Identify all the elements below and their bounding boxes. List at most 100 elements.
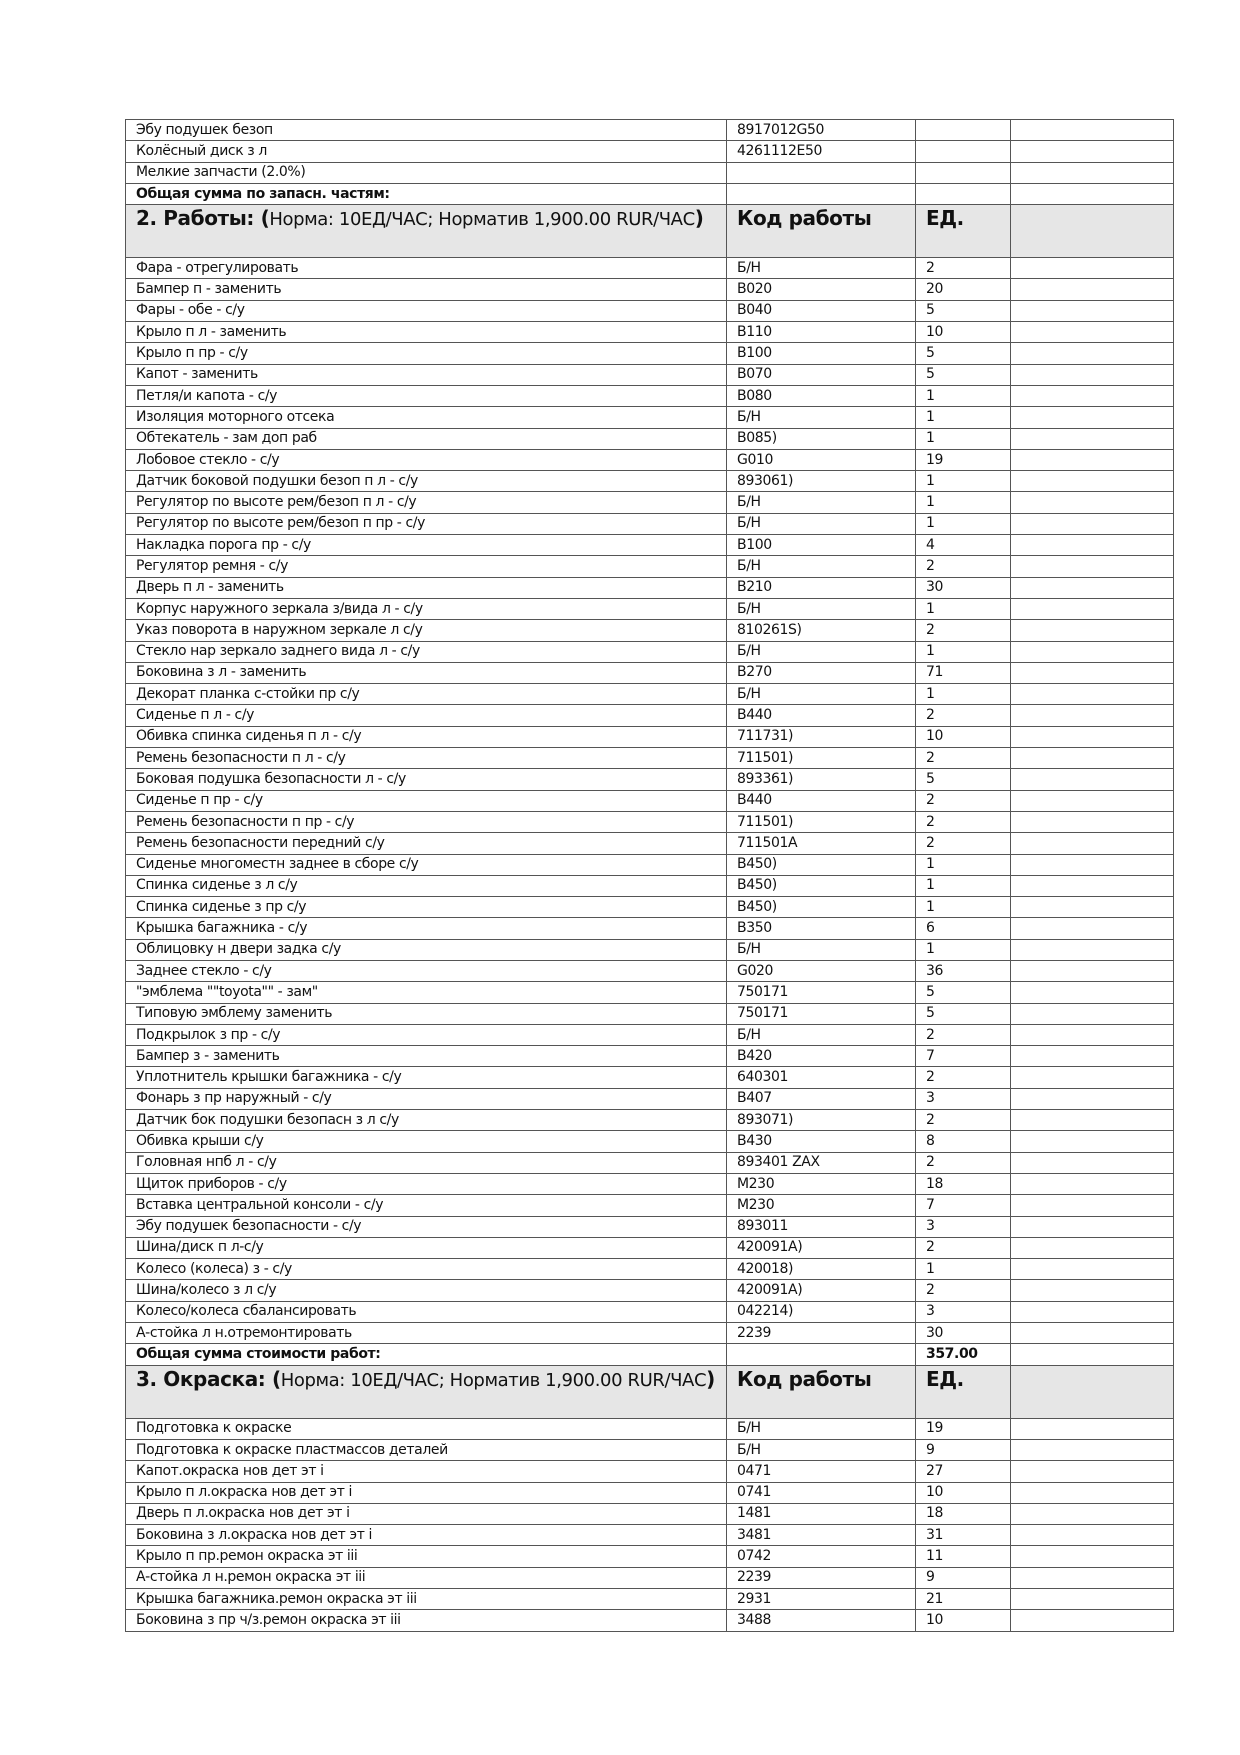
works-units-cell: 2 (915, 619, 1011, 642)
works-extra-cell (1010, 555, 1174, 578)
works-units-cell: 1 (915, 406, 1011, 429)
paint-units-cell: 11 (915, 1545, 1011, 1568)
works-title: 2. Работы: ( (136, 206, 270, 231)
works-description-cell: Регулятор по высоте рем/безоп п пр - с/у (125, 512, 727, 536)
works-description-cell: Колесо (колеса) з - с/у (125, 1258, 727, 1281)
paint-description-cell: Боковина з пр ч/з.ремон окраска эт iii (125, 1609, 727, 1632)
works-description-cell: Боковая подушка безопасности л - с/у (125, 768, 727, 791)
works-units-cell: 1 (915, 874, 1011, 898)
works-units-cell: 30 (915, 576, 1011, 599)
works-description-cell: Колесо/колеса сбалансировать (125, 1300, 727, 1324)
paint-units-cell: 21 (915, 1587, 1011, 1611)
parts-section: Эбу подушек безоп 8917012G50 Колёсный диск… (125, 118, 1174, 184)
works-row: Ремень безопасности п л - с/у 711501) 2 (125, 747, 1174, 770)
works-units-cell: 3 (915, 1215, 1011, 1238)
works-description-cell: Сиденье многоместн заднее в сборе с/у (125, 853, 727, 876)
paint-extra-cell (1010, 1438, 1174, 1462)
parts-total-label: Общая сумма по запасн. частям: (125, 182, 727, 206)
paint-code-cell: 0471 (726, 1460, 916, 1483)
paint-code-cell: 3488 (726, 1609, 916, 1632)
works-code-cell: B070 (726, 363, 916, 386)
works-units-cell: 1 (915, 597, 1011, 621)
works-description-cell: Дверь п л - заменить (125, 576, 727, 599)
works-code-cell: B020 (726, 278, 916, 301)
parts-row: Мелкие запчасти (2.0%) (125, 161, 1174, 184)
works-extra-cell (1010, 257, 1174, 280)
paint-code-cell: 0742 (726, 1545, 916, 1568)
works-title-close: ) (694, 206, 704, 231)
works-extra-cell (1010, 470, 1174, 493)
works-row: Колесо/колеса сбалансировать 042214) 3 (125, 1300, 1174, 1324)
works-code-cell: B450) (726, 853, 916, 876)
works-total-label: Общая сумма стоимости работ: (125, 1343, 727, 1366)
paint-col-units: ЕД. (915, 1364, 1011, 1419)
works-row: Спинка сиденье з л с/у B450) 1 (125, 874, 1174, 898)
works-code-cell: 420091A) (726, 1236, 916, 1260)
parts-row: Эбу подушек безоп 8917012G50 (125, 118, 1174, 142)
works-total-extra (1010, 1343, 1174, 1366)
works-extra-cell (1010, 406, 1174, 429)
works-code-cell: 2239 (726, 1322, 916, 1345)
works-extra-cell (1010, 1130, 1174, 1153)
parts-description-cell: Мелкие запчасти (2.0%) (125, 161, 727, 184)
works-row: Заднее стекло - с/у G020 36 (125, 959, 1174, 983)
works-code-cell: B085) (726, 427, 916, 450)
works-units-cell: 3 (915, 1300, 1011, 1324)
works-row: Шина/колесо з л с/у 420091A) 2 (125, 1279, 1174, 1302)
paint-row: Крыло п пр.ремон окраска эт iii 0742 11 (125, 1545, 1174, 1568)
works-units-cell: 1 (915, 384, 1011, 408)
paint-header-row: 3. Окраска: (Норма: 10ЕД/ЧАС; Норматив 1… (125, 1364, 1174, 1419)
works-units-cell: 2 (915, 1023, 1011, 1047)
works-description-cell: Щиток приборов - с/у (125, 1172, 727, 1196)
works-row: Регулятор по высоте рем/безоп п л - с/у Б… (125, 491, 1174, 514)
parts-total-value (915, 182, 1011, 206)
works-row: Вставка центральной консоли - с/у M230 7 (125, 1194, 1174, 1217)
works-description-cell: Боковина з л - заменить (125, 661, 727, 685)
works-col-units: ЕД. (915, 204, 1011, 259)
works-units-cell: 2 (915, 747, 1011, 770)
estimate-table: Эбу подушек безоп 8917012G50 Колёсный диск… (125, 118, 1174, 1632)
paint-row: А-стойка л н.ремон окраска эт iii 2239 9 (125, 1566, 1174, 1590)
works-extra-cell (1010, 427, 1174, 450)
works-extra-cell (1010, 619, 1174, 642)
works-units-cell: 5 (915, 299, 1011, 323)
works-units-cell: 36 (915, 959, 1011, 983)
works-description-cell: Облицовку н двери задка с/у (125, 938, 727, 961)
works-code-cell: B040 (726, 299, 916, 323)
works-row: Шина/диск п л-с/у 420091A) 2 (125, 1236, 1174, 1260)
works-row: Обтекатель - зам доп раб B085) 1 (125, 427, 1174, 450)
works-extra-cell (1010, 512, 1174, 536)
works-code-cell: B100 (726, 342, 916, 365)
works-row: Бампер п - заменить B020 20 (125, 278, 1174, 301)
works-description-cell: Изоляция моторного отсека (125, 406, 727, 429)
paint-row: Крыло п л.окраска нов дет эт i 0741 10 (125, 1481, 1174, 1504)
works-units-cell: 1 (915, 853, 1011, 876)
works-extra-cell (1010, 1300, 1174, 1324)
works-units-cell: 2 (915, 704, 1011, 727)
works-description-cell: Капот - заменить (125, 363, 727, 386)
works-extra-cell (1010, 789, 1174, 812)
works-description-cell: Ремень безопасности п пр - с/у (125, 810, 727, 834)
parts-description-cell: Эбу подушек безоп (125, 118, 727, 142)
works-row: Регулятор ремня - с/у Б/Н 2 (125, 555, 1174, 578)
works-row: Типовую эмблему заменить 750171 5 (125, 1002, 1174, 1025)
paint-row: Подготовка к окраске пластмассов деталей… (125, 1438, 1174, 1462)
paint-row: Крышка багажника.ремон окраска эт iii 293… (125, 1587, 1174, 1611)
works-extra-cell (1010, 1258, 1174, 1281)
parts-description-cell: Колёсный диск з л (125, 140, 727, 163)
works-description-cell: Крыло п пр - с/у (125, 342, 727, 365)
works-units-cell: 2 (915, 832, 1011, 855)
works-units-cell: 2 (915, 555, 1011, 578)
works-description-cell: "эмблема ""toyota"" - зам" (125, 981, 727, 1004)
paint-units-cell: 18 (915, 1502, 1011, 1526)
works-code-cell: 711731) (726, 725, 916, 749)
works-units-cell: 19 (915, 448, 1011, 472)
paint-code-cell: 3481 (726, 1524, 916, 1547)
works-units-cell: 7 (915, 1045, 1011, 1068)
works-row: Боковая подушка безопасности л - с/у 8933… (125, 768, 1174, 791)
works-extra-cell (1010, 384, 1174, 408)
works-units-cell: 1 (915, 896, 1011, 919)
works-units-cell: 20 (915, 278, 1011, 301)
works-row: Указ поворота в наружном зеркале л с/у 81… (125, 619, 1174, 642)
works-section: Фара - отрегулировать Б/Н 2 Бампер п - заме… (125, 257, 1174, 1345)
